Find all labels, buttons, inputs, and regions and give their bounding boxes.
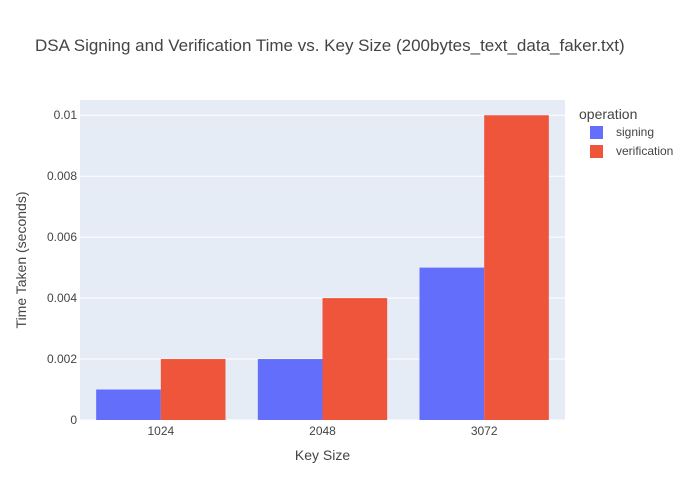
legend-title: operation (579, 106, 637, 122)
x-axis-title: Key Size (295, 447, 350, 463)
y-tick-label: 0.008 (47, 169, 77, 183)
legend-items: signing verification (590, 125, 673, 158)
y-tick-label: 0.002 (47, 352, 77, 366)
x-tick-label: 2048 (309, 424, 336, 438)
bar-verification-1024 (160, 359, 226, 420)
y-tick-label: 0.004 (47, 291, 77, 305)
bar-verification-2048 (322, 298, 388, 420)
legend: operation signing verification (579, 106, 673, 158)
bar-verification-3072 (484, 115, 549, 420)
legend-label-signing: signing (616, 125, 654, 139)
x-tick-label: 3072 (471, 424, 498, 438)
y-tick-label: 0.006 (47, 230, 77, 244)
y-axis-ticks: 0 0.002 0.004 0.006 0.008 0.01 (47, 108, 77, 427)
legend-swatch-signing (590, 126, 603, 139)
legend-swatch-verification (590, 145, 603, 158)
bar-signing-2048 (257, 359, 323, 420)
x-tick-label: 1024 (147, 424, 174, 438)
bars (96, 115, 549, 420)
y-tick-label: 0 (70, 413, 77, 427)
chart-title: DSA Signing and Verification Time vs. Ke… (35, 36, 625, 55)
x-axis-ticks: 1024 2048 3072 (147, 424, 497, 438)
y-tick-label: 0.01 (54, 108, 78, 122)
y-axis-title: Time Taken (seconds) (13, 192, 29, 329)
bar-signing-3072 (419, 267, 485, 420)
bar-signing-1024 (96, 389, 161, 420)
legend-label-verification: verification (616, 144, 673, 158)
